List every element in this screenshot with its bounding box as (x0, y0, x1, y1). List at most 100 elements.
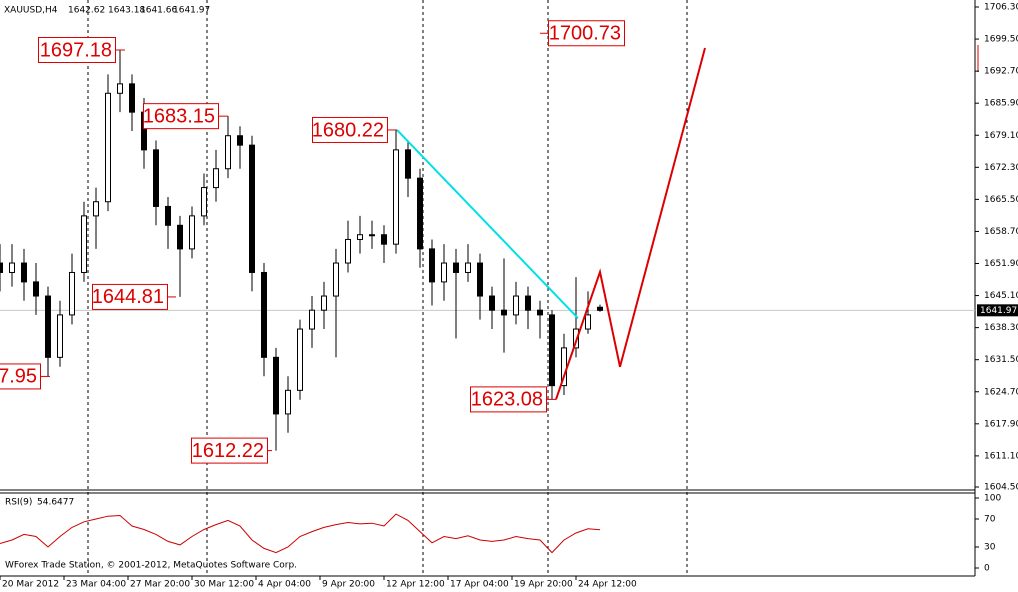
candle-body (249, 144, 255, 273)
candle-body (369, 234, 375, 237)
annotation-label: 1683.15 (143, 105, 215, 127)
y-tick-label: 1624.70 (984, 387, 1018, 397)
x-tick-label: 23 Mar 04:00 (66, 580, 126, 590)
candle-body (105, 92, 111, 203)
annotation-box (0, 363, 41, 390)
candle-body (33, 281, 39, 297)
candle-body (297, 328, 303, 391)
rsi-title: RSI(9) (5, 498, 32, 508)
x-tick-label: 20 Mar 2012 (2, 580, 59, 590)
annotation-label: 1680.22 (312, 119, 384, 141)
annotation-box (470, 386, 547, 413)
y-tick-label: 1658.70 (984, 227, 1018, 237)
ohlc-low: 1641.66 (140, 6, 177, 16)
candle-body (165, 205, 171, 226)
candle-body (549, 314, 555, 387)
price-plot: 1697.18 1683.15 1680.22 1644.81 1627.95 1612.… (0, 20, 975, 464)
candle-body (225, 135, 231, 170)
x-tick-label: 17 Apr 04:00 (450, 580, 509, 590)
candle-body (9, 262, 15, 273)
annotation-box (38, 37, 116, 64)
candle-body (453, 262, 459, 273)
x-tick-label: 30 Mar 12:00 (194, 580, 254, 590)
y-tick-label: 1645.10 (984, 291, 1018, 301)
x-tick-label: 19 Apr 20:00 (514, 580, 573, 590)
rsi-tick-label: 70 (984, 515, 996, 525)
candle-body (393, 149, 399, 245)
candle-body (21, 262, 27, 283)
annotation-label: 1697.18 (40, 39, 112, 61)
candle-body (597, 306, 603, 311)
y-tick-label: 1672.30 (984, 163, 1018, 173)
candle-body (309, 309, 315, 330)
ohlc-open: 1642.62 (68, 6, 105, 16)
candle-body (129, 83, 135, 113)
candle-body (417, 177, 423, 250)
candle-body (429, 248, 435, 283)
candle-body (69, 271, 75, 316)
x-tick-label: 4 Apr 04:00 (258, 580, 311, 590)
last-price-label: 1641.97 (980, 306, 1017, 316)
candle-body (201, 187, 207, 217)
annotation-label: 1623.08 (471, 389, 543, 411)
y-tick-label: 1679.10 (984, 131, 1018, 141)
candle-body (93, 201, 99, 217)
candle-body (537, 309, 543, 316)
y-tick-label: 1631.50 (984, 355, 1018, 365)
rsi-line (0, 513, 601, 554)
rsi-tick-label: 100 (984, 494, 1001, 504)
y-tick-label: 1665.50 (984, 195, 1018, 205)
ohlc-high: 1643.18 (108, 6, 145, 16)
x-tick-label: 9 Apr 20:00 (322, 580, 375, 590)
x-tick-label: 24 Apr 12:00 (578, 580, 637, 590)
candle-body (513, 295, 519, 316)
candle-body (177, 224, 183, 250)
annotation-label: 1627.95 (0, 366, 37, 388)
candle-body (273, 356, 279, 415)
y-tick-label: 1604.50 (984, 483, 1018, 493)
annotation-box (191, 437, 268, 464)
y-tick-label: 1651.90 (984, 259, 1018, 269)
rsi-tick-label: 0 (984, 564, 990, 574)
candle-body (525, 295, 531, 311)
candle-body (0, 262, 3, 273)
candle-body (477, 262, 483, 297)
rsi-tick-label: 30 (984, 543, 996, 553)
y-tick-label: 1706.30 (984, 3, 1018, 13)
candle-body (585, 314, 591, 330)
annotation-box (143, 103, 219, 130)
candle-body (501, 309, 507, 316)
candle-body (405, 149, 411, 179)
annotation-box (92, 283, 168, 310)
x-tick-label: 12 Apr 12:00 (386, 580, 445, 590)
candle-body (81, 215, 87, 273)
y-tick-label: 1638.30 (984, 323, 1018, 333)
candle-body (57, 314, 63, 358)
candle-body (489, 295, 495, 311)
candle-body (189, 215, 195, 250)
chart-title: XAUUSD,H4 (4, 6, 58, 16)
annotation-box (548, 20, 625, 47)
candle-body (261, 271, 267, 358)
candle-body (153, 149, 159, 207)
candle-body (45, 295, 51, 358)
candle-body (237, 135, 243, 146)
ohlc-close: 1641.97 (173, 6, 210, 16)
y-tick-label: 1699.50 (984, 35, 1018, 45)
candle-body (333, 262, 339, 297)
candle-body (213, 168, 219, 189)
candle-body (465, 262, 471, 273)
trend-line (555, 47, 706, 400)
candle-body (357, 234, 363, 240)
candle-body (381, 234, 387, 245)
y-tick-label: 1685.90 (984, 99, 1018, 109)
y-tick-label: 1617.90 (984, 419, 1018, 429)
candle-body (345, 238, 351, 264)
annotation-label: 1644.81 (92, 286, 164, 308)
candle-body (441, 262, 447, 283)
annotation-box (312, 116, 388, 143)
y-tick-label: 1611.10 (984, 451, 1018, 461)
y-tick-label: 1692.70 (984, 67, 1018, 77)
